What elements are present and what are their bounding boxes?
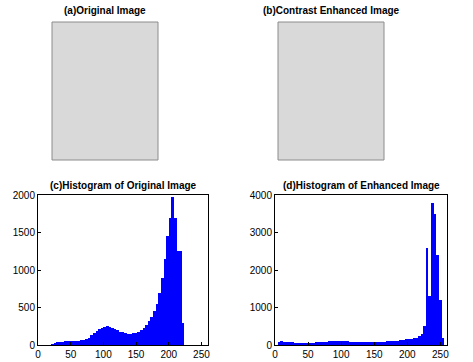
svg-text:50: 50 [65,349,77,360]
svg-text:200: 200 [399,349,416,360]
svg-text:50: 50 [303,349,315,360]
svg-text:0: 0 [266,340,272,351]
svg-text:100: 100 [333,349,350,360]
svg-text:3000: 3000 [250,227,273,238]
svg-text:0: 0 [272,349,278,360]
svg-text:1000: 1000 [250,302,273,313]
svg-text:250: 250 [193,349,210,360]
svg-text:1500: 1500 [13,227,36,238]
svg-text:1000: 1000 [13,265,36,276]
svg-text:4000: 4000 [250,190,273,201]
svg-text:150: 150 [128,349,145,360]
svg-text:(d)Histogram of Enhanced Image: (d)Histogram of Enhanced Image [283,180,440,191]
svg-text:2000: 2000 [250,265,273,276]
svg-text:250: 250 [432,349,449,360]
svg-text:0: 0 [35,349,41,360]
svg-text:(b)Contrast Enhanced Image: (b)Contrast Enhanced Image [263,5,400,16]
svg-text:(c)Histogram of Original Image: (c)Histogram of Original Image [50,180,197,191]
svg-text:150: 150 [366,349,383,360]
svg-text:100: 100 [95,349,112,360]
svg-text:0: 0 [29,340,35,351]
svg-text:(a)Original Image: (a)Original Image [64,5,146,16]
svg-text:2000: 2000 [13,190,36,201]
svg-text:500: 500 [18,302,35,313]
svg-text:200: 200 [160,349,177,360]
